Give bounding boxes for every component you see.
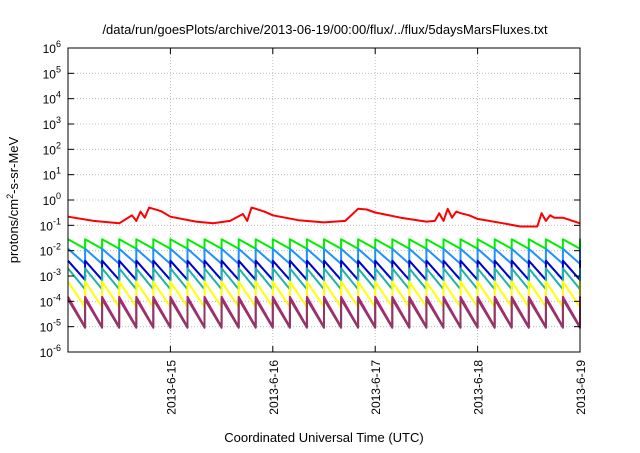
series-line-2: [67, 238, 581, 250]
y-tick-label: 101: [43, 166, 61, 183]
x-tick-label: 2013-6-16: [267, 360, 281, 415]
x-axis-ticks: 2013-6-15 2013-6-16 2013-6-17 2013-6-18 2013…: [164, 48, 588, 415]
y-axis-label-sup: 2: [5, 194, 15, 199]
chart-title: /data/run/goesPlots/archive/2013-06-19/0…: [102, 22, 548, 37]
y-tick-label: 104: [43, 90, 61, 107]
y-tick-label: 10-5: [40, 318, 61, 335]
y-tick-label: 10-1: [40, 216, 61, 233]
y-tick-label: 105: [43, 64, 61, 81]
series-line-1: [67, 206, 581, 228]
series-layer: [67, 206, 581, 329]
y-tick-label: 10-4: [40, 292, 61, 309]
y-axis-label-pre: protons/cm: [6, 199, 21, 263]
series-line-5: [67, 267, 581, 291]
series-line-6: [67, 280, 581, 308]
y-tick-label: 106: [43, 39, 61, 56]
y-axis-label: protons/cm2-s-sr-MeV: [5, 136, 21, 263]
x-tick-label: 2013-6-17: [369, 360, 383, 415]
series-line-4: [67, 259, 581, 281]
y-axis-ticks: 10-6 10-5 10-4 10-3 10-2 10-1 100 101 102 103 104 1…: [40, 39, 580, 360]
y-tick-label: 100: [43, 191, 61, 208]
y-tick-label: 10-3: [40, 267, 61, 284]
x-tick-label: 2013-6-19: [574, 360, 588, 415]
x-tick-label: 2013-6-18: [472, 360, 486, 415]
x-axis-label: Coordinated Universal Time (UTC): [224, 430, 423, 445]
series-line-3: [67, 247, 581, 265]
y-tick-label: 102: [43, 140, 61, 157]
y-tick-label: 10-6: [40, 343, 61, 360]
y-tick-label: 10-2: [40, 242, 61, 259]
x-tick-label: 2013-6-15: [164, 360, 178, 415]
y-tick-label: 103: [43, 115, 61, 132]
series-line-8: [67, 298, 581, 329]
y-axis-label-post: -s-sr-MeV: [6, 136, 21, 193]
